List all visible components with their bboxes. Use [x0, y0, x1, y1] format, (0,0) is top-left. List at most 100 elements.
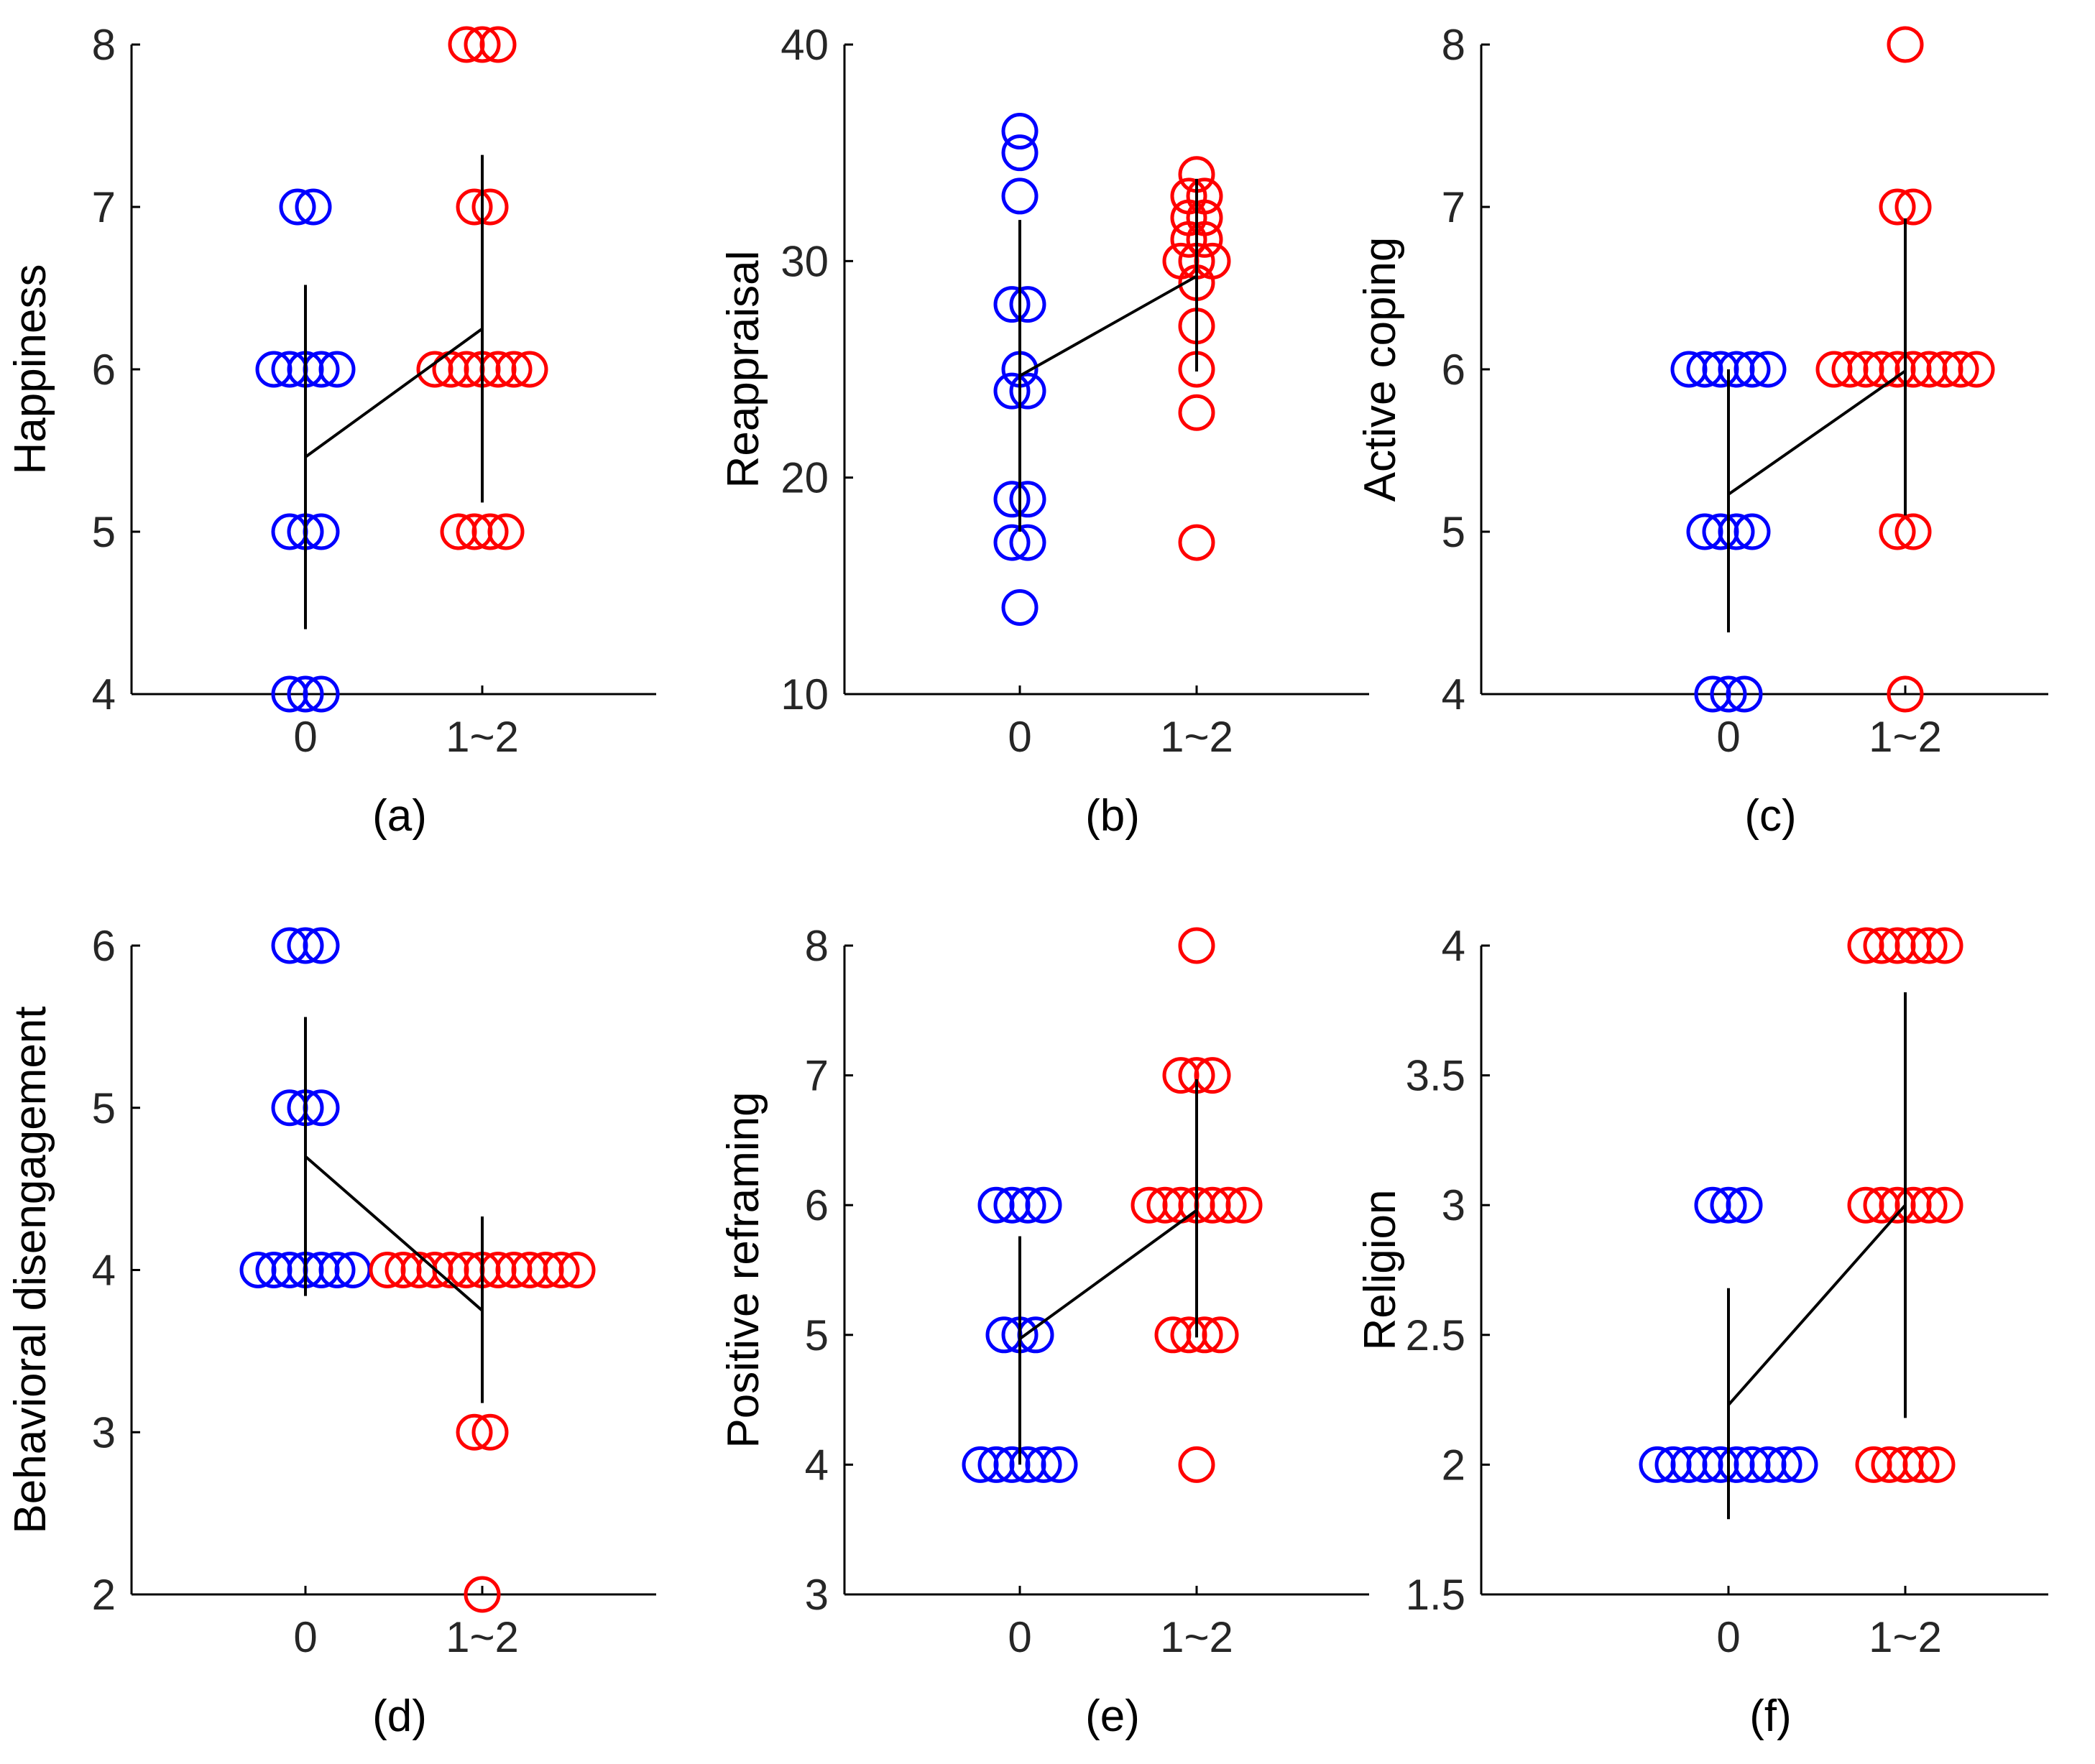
data-point-group-1-2	[1887, 675, 1924, 713]
y-axis-title: Happiness	[6, 264, 55, 475]
data-point-group-1-2	[1926, 1186, 1963, 1224]
panel-c: 4 5 6 7 8 0 1~2 Active coping (c)	[1355, 21, 2048, 841]
x-tick-label: 1~2	[446, 1613, 519, 1661]
data-point-group-0	[1733, 513, 1771, 550]
data-point-group-0	[287, 675, 324, 713]
y-tick-label: 3.5	[1406, 1052, 1465, 1100]
mean-line	[304, 327, 484, 458]
x-tick-label: 1~2	[1160, 1613, 1233, 1661]
data-point-group-1-2	[511, 351, 548, 388]
data-point-group-1-2	[1879, 188, 1916, 226]
data-point-group-1-2	[543, 1252, 580, 1288]
y-tick-label: 4	[1442, 670, 1465, 719]
panel-label: (e)	[1085, 1691, 1140, 1741]
data-point-group-0	[287, 927, 324, 964]
x-tick-label: 0	[293, 1613, 317, 1661]
x-tick-label: 0	[1716, 1613, 1740, 1661]
data-point-group-0	[1001, 113, 1039, 150]
data-point-group-1-2	[1194, 1057, 1231, 1094]
x-tick-label: 0	[1008, 1613, 1031, 1661]
data-point-group-0	[1781, 1446, 1818, 1483]
y-tick-label: 10	[781, 670, 829, 719]
data-point-group-0	[1726, 675, 1763, 713]
data-point-group-1-2	[1958, 351, 1995, 388]
mean-line	[1018, 1209, 1198, 1340]
data-point-group-0	[295, 188, 332, 226]
data-point-group-0	[993, 372, 1031, 410]
data-point-group-0	[1001, 134, 1039, 172]
data-point-group-0	[1710, 675, 1747, 713]
data-point-group-0	[1718, 513, 1755, 550]
data-point-group-1-2	[1178, 524, 1215, 561]
y-tick-label: 8	[805, 922, 829, 970]
y-axis-title: Reappraisal	[719, 251, 768, 489]
data-point-group-1-2	[1887, 26, 1924, 63]
y-tick-label: 4	[1442, 922, 1465, 970]
data-point-group-0	[1001, 588, 1039, 626]
data-point-group-1-2	[464, 1576, 501, 1613]
data-point-group-0	[1025, 1446, 1062, 1483]
y-tick-label: 5	[92, 1084, 116, 1132]
y-tick-label: 6	[92, 922, 116, 970]
data-point-group-0	[1009, 372, 1046, 410]
y-tick-label: 7	[805, 1052, 829, 1100]
data-point-group-1-2	[456, 1413, 493, 1451]
data-point-group-1-2	[1210, 1186, 1247, 1224]
data-point-group-0	[1710, 1186, 1747, 1224]
data-point-group-0	[1726, 1186, 1763, 1224]
y-tick-label: 5	[1442, 508, 1465, 556]
data-point-group-0	[993, 524, 1031, 561]
y-tick-label: 6	[805, 1181, 829, 1229]
y-tick-label: 4	[92, 1247, 116, 1295]
data-point-group-0	[1733, 351, 1771, 388]
y-tick-label: 40	[781, 21, 829, 69]
mean-line	[1727, 369, 1907, 496]
data-point-group-0	[1009, 481, 1046, 518]
data-point-group-0	[1001, 177, 1039, 215]
y-tick-label: 7	[1442, 183, 1465, 231]
data-point-group-0	[1041, 1446, 1078, 1483]
data-point-group-1-2	[487, 513, 525, 550]
panel-f: 1.5 2 2.5 3 3.5 4 0 1~2 Religion (f)	[1355, 922, 2048, 1741]
data-point-group-1-2	[1186, 1316, 1223, 1354]
y-tick-label: 6	[92, 346, 116, 394]
x-tick-label: 0	[1008, 713, 1031, 761]
panel-b: 10 20 30 40 0 1~2 Reappraisal (b)	[719, 21, 1369, 841]
data-point-group-0	[1009, 1186, 1046, 1224]
panel-label: (f)	[1749, 1691, 1792, 1741]
data-point-group-1-2	[1902, 1446, 1940, 1483]
data-point-group-1-2	[1918, 1446, 1956, 1483]
data-point-group-0	[1765, 1446, 1802, 1483]
data-point-group-1-2	[1910, 1186, 1948, 1224]
mean-line	[1019, 274, 1197, 377]
y-tick-label: 30	[781, 237, 829, 285]
data-point-group-1-2	[1178, 394, 1215, 431]
y-tick-label: 3	[1442, 1181, 1465, 1229]
data-point-group-0	[1009, 524, 1046, 561]
data-point-group-1-2	[471, 513, 509, 550]
x-tick-label: 1~2	[1869, 713, 1942, 761]
data-point-group-0	[318, 351, 356, 388]
data-point-group-1-2	[495, 351, 533, 388]
x-tick-label: 1~2	[446, 713, 519, 761]
y-tick-label: 5	[92, 508, 116, 556]
data-point-group-1-2	[1926, 927, 1963, 964]
data-point-group-0	[1009, 286, 1046, 323]
data-point-group-1-2	[1186, 177, 1223, 215]
x-tick-label: 0	[1716, 713, 1740, 761]
data-point-group-1-2	[1894, 513, 1932, 550]
y-tick-label: 2.5	[1406, 1311, 1465, 1359]
panel-label: (b)	[1085, 791, 1140, 841]
panel-d: 2 3 4 5 6 0 1~2 Behavioral disengagement (d)	[6, 922, 656, 1741]
mean-line	[304, 1155, 484, 1312]
x-tick-label: 1~2	[1869, 1613, 1942, 1661]
data-point-group-1-2	[479, 26, 517, 63]
data-point-group-0	[303, 927, 340, 964]
data-point-group-1-2	[1178, 927, 1215, 964]
y-tick-label: 3	[805, 1571, 829, 1619]
data-point-group-1-2	[558, 1252, 596, 1288]
y-tick-label: 4	[92, 670, 116, 719]
panel-e: 3 4 5 6 7 8 0 1~2 Positive reframing (e)	[719, 922, 1369, 1741]
